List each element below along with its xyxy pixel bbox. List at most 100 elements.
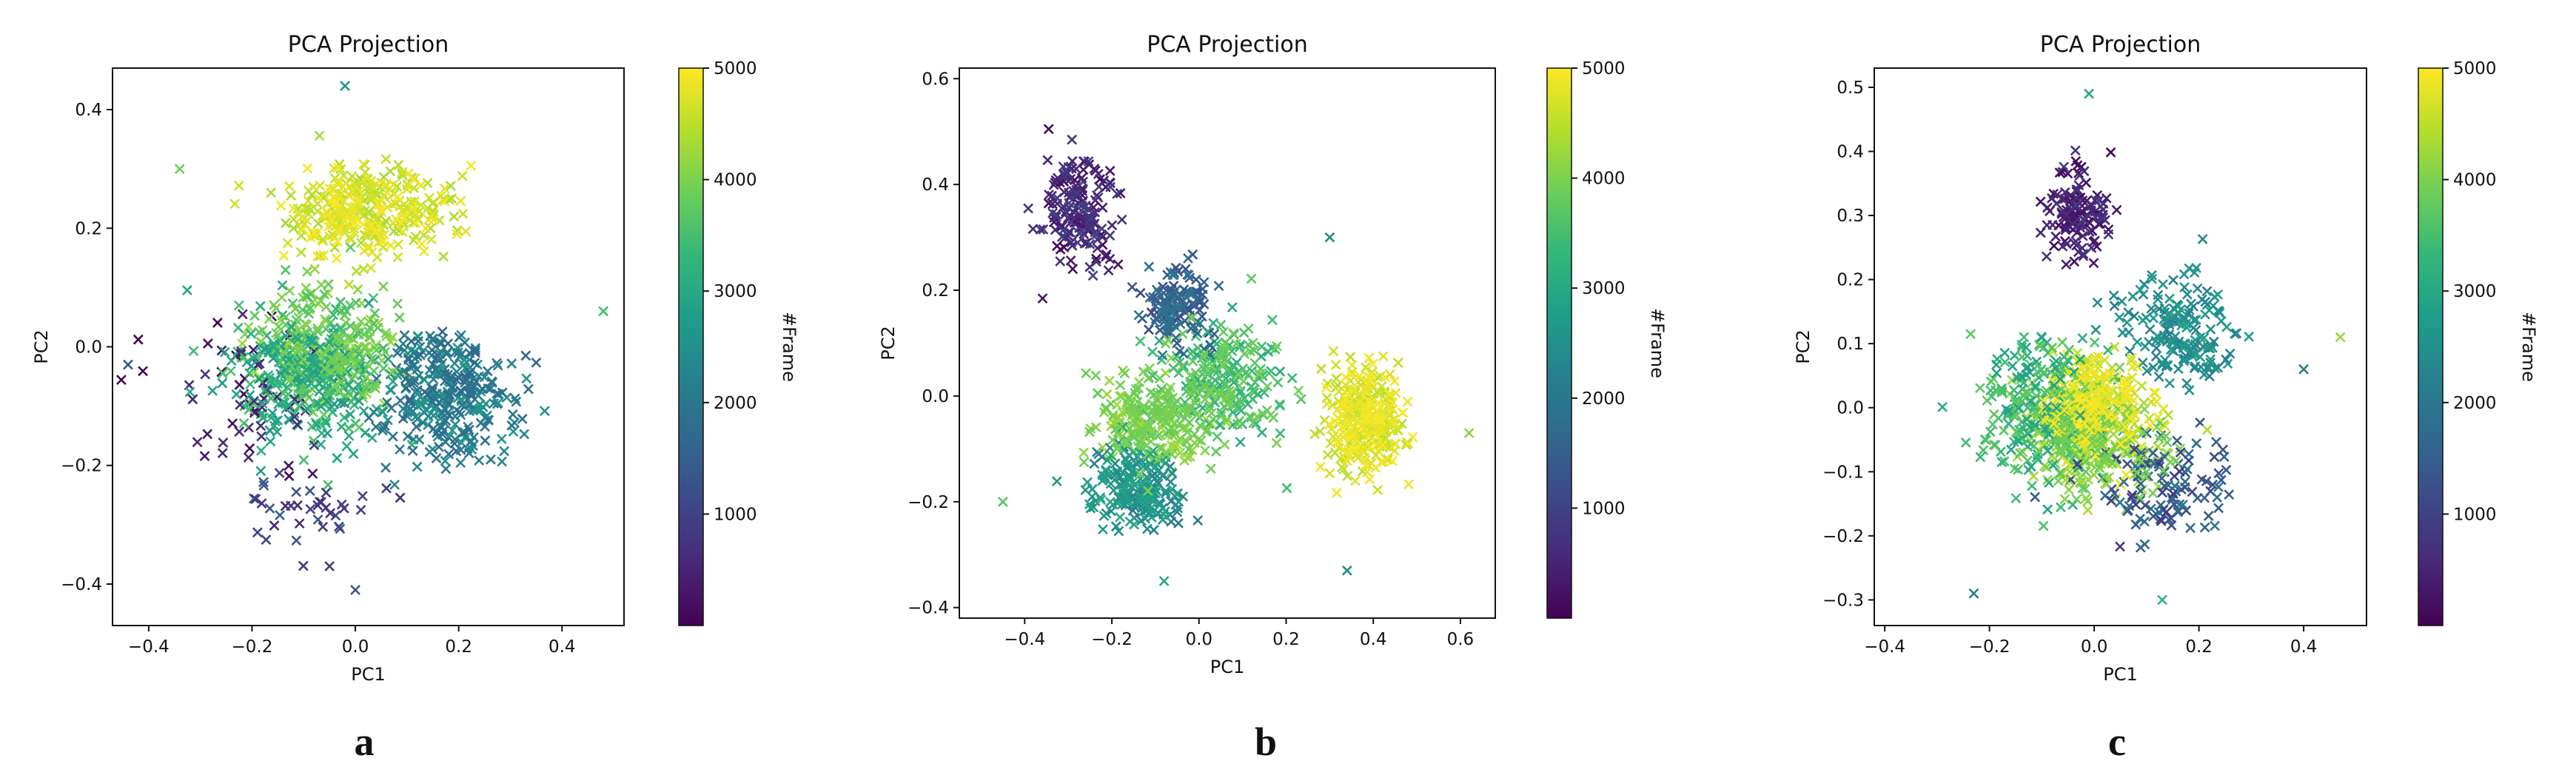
scatter-point [373, 219, 384, 230]
y-tick-label: −0.3 [1822, 591, 1864, 610]
scatter-point [1182, 269, 1193, 280]
plot-title: PCA Projection [1147, 32, 1307, 58]
scatter-point [318, 409, 329, 420]
scatter-point [422, 389, 433, 400]
scatter-point [1361, 413, 1372, 423]
scatter-point [278, 346, 289, 358]
scatter-point [2186, 298, 2196, 309]
scatter-point [249, 310, 261, 321]
x-tick-label: −0.4 [1004, 630, 1045, 649]
scatter-point [293, 400, 304, 412]
scatter-point [463, 448, 474, 459]
scatter-point [1218, 326, 1229, 338]
scatter-point [2224, 348, 2235, 359]
scatter-point [463, 424, 474, 435]
scatter-point [1267, 315, 1278, 326]
scatter-point [1168, 363, 1178, 374]
scatter-point [264, 425, 275, 436]
scatter-point [460, 337, 470, 348]
scatter-point [444, 389, 455, 400]
scatter-point [332, 332, 343, 342]
scatter-point [397, 167, 408, 178]
scatter-point [293, 324, 304, 335]
scatter-point [248, 353, 259, 363]
scatter-point [1105, 478, 1116, 489]
scatter-point [332, 236, 343, 247]
scatter-point [352, 366, 363, 377]
scatter-point [352, 322, 363, 333]
scatter-point [1347, 444, 1358, 455]
scatter-point [402, 431, 413, 442]
colorbar-tick-label: 4000 [1582, 170, 1626, 189]
scatter-point [1116, 214, 1127, 225]
scatter-point [281, 365, 291, 376]
scatter-point [1129, 519, 1139, 530]
scatter-point [329, 242, 341, 253]
scatter-point [361, 172, 372, 184]
scatter-point [2144, 420, 2156, 431]
scatter-point [435, 338, 446, 349]
scatter-point [270, 416, 281, 427]
scatter-point [1227, 302, 1238, 313]
scatter-point [1190, 396, 1200, 407]
scatter-point [414, 434, 425, 445]
scatter-point [345, 300, 355, 311]
y-axis-label: PC2 [31, 329, 52, 364]
scatter-point [207, 385, 218, 396]
scatter-point [1172, 439, 1183, 450]
scatter-point [2041, 251, 2052, 262]
scatter-point [2088, 258, 2099, 269]
scatter-point [1107, 409, 1118, 420]
scatter-point [2191, 438, 2202, 449]
panel-letter: c [2108, 720, 2126, 764]
scatter-point [1144, 363, 1155, 374]
scatter-point [331, 253, 342, 264]
scatter-point [2028, 471, 2039, 482]
scatter-point [1193, 292, 1204, 303]
scatter-point [1171, 351, 1182, 361]
scatter-point [400, 373, 411, 384]
scatter-point [1119, 368, 1130, 379]
scatter-point [435, 353, 446, 364]
scatter-point [217, 368, 228, 379]
scatter-point [1035, 224, 1046, 235]
scatter-point [455, 195, 466, 207]
scatter-point [480, 435, 491, 446]
colorbar-label: #Frame [1647, 308, 1668, 378]
scatter-point [1366, 397, 1377, 408]
scatter-point [1144, 261, 1155, 272]
scatter-point [1182, 452, 1193, 463]
scatter-point [385, 240, 396, 251]
y-tick-label: 0.5 [1837, 78, 1864, 98]
scatter-point [202, 429, 213, 440]
scatter-point [1178, 284, 1190, 295]
scatter-point [1142, 449, 1153, 460]
scatter-point [1338, 464, 1349, 475]
scatter-point [460, 226, 472, 237]
scatter-point [1254, 368, 1265, 379]
scatter-point [1324, 419, 1335, 430]
scatter-point [521, 373, 532, 384]
scatter-point [284, 285, 295, 296]
scatter-point [1315, 461, 1326, 472]
scatter-point [1136, 423, 1147, 435]
scatter-point [2210, 520, 2220, 532]
scatter-point [449, 211, 460, 222]
scatter-point [355, 504, 366, 515]
scatter-point [357, 491, 368, 502]
scatter-point [2185, 523, 2196, 534]
scatter-point [1345, 433, 1355, 444]
scatter-point [1207, 414, 1218, 425]
scatter-point [598, 306, 609, 317]
scatter-point [1191, 385, 1201, 396]
scatter-point [2064, 484, 2074, 495]
scatter-point [1383, 389, 1395, 400]
y-tick-label: −0.1 [1822, 463, 1864, 482]
y-tick-label: 0.3 [1837, 207, 1864, 226]
scatter-point [1985, 426, 1996, 438]
scatter-point [184, 386, 195, 398]
scatter-point [2038, 520, 2049, 532]
scatter-point [248, 398, 259, 409]
scatter-point [288, 203, 299, 214]
scatter-point [1037, 293, 1048, 304]
